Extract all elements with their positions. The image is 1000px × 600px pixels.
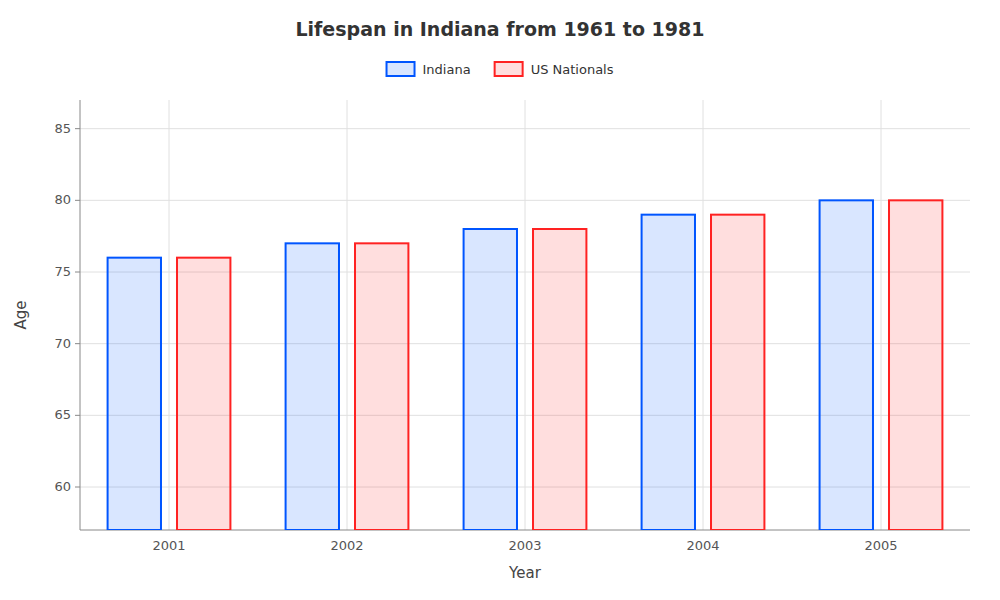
x-tick-label: 2002 — [330, 538, 363, 553]
y-axis-line — [80, 100, 81, 530]
legend-item: US Nationals — [495, 62, 614, 77]
chart-container: Lifespan in Indiana from 1961 to 1981 60 6… — [0, 0, 1000, 600]
x-grid-line — [703, 100, 704, 530]
x-tick-label: 2004 — [686, 538, 719, 553]
y-tick-label: 75 — [54, 264, 71, 279]
grid — [80, 100, 970, 530]
title: Lifespan in Indiana from 1961 to 1981 — [295, 18, 704, 40]
x-tick-label: 2003 — [508, 538, 541, 553]
bar — [177, 258, 230, 530]
y-tick-label: 70 — [54, 336, 71, 351]
x-grid-line — [169, 100, 170, 530]
y-tick — [75, 487, 80, 488]
y-axis-label: Age — [12, 300, 30, 329]
legend-swatch — [387, 62, 415, 76]
y-tick-label: 80 — [54, 192, 71, 207]
x-tick-label: 2005 — [864, 538, 897, 553]
y-tick — [75, 128, 80, 129]
bar — [355, 243, 408, 530]
y-tick-label: 60 — [54, 479, 71, 494]
y-tick — [75, 200, 80, 201]
x-tick-label: 2001 — [152, 538, 185, 553]
bar — [533, 229, 586, 530]
legend: Indiana US Nationals — [387, 62, 614, 77]
background — [0, 0, 1000, 600]
x-axis-label: Year — [508, 564, 542, 582]
legend-item: Indiana — [387, 62, 471, 77]
bar — [108, 258, 161, 530]
y-tick-label: 65 — [54, 407, 71, 422]
bar — [286, 243, 339, 530]
x-grid-line — [347, 100, 348, 530]
bar — [711, 215, 764, 530]
y-tick — [75, 343, 80, 344]
legend-label: US Nationals — [531, 62, 614, 77]
legend-label: Indiana — [423, 62, 471, 77]
y-tick — [75, 272, 80, 273]
bars — [108, 200, 943, 530]
y-tick — [75, 415, 80, 416]
x-grid-line — [881, 100, 882, 530]
bar — [642, 215, 695, 530]
legend-swatch — [495, 62, 523, 76]
x-grid-line — [525, 100, 526, 530]
bar — [889, 200, 942, 530]
y-tick-label: 85 — [54, 121, 71, 136]
bar — [820, 200, 873, 530]
bar — [464, 229, 517, 530]
chart: Lifespan in Indiana from 1961 to 1981 60 6… — [0, 0, 1000, 600]
